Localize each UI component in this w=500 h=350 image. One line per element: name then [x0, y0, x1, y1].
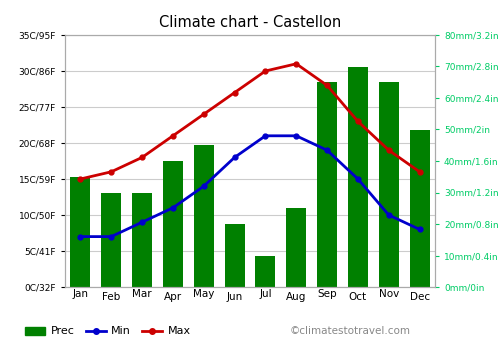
Bar	[101, 193, 121, 287]
Text: Dec: Dec	[410, 292, 430, 302]
Text: Jan: Jan	[72, 289, 88, 299]
Legend: Prec, Min, Max: Prec, Min, Max	[20, 322, 195, 341]
Text: Oct: Oct	[349, 292, 367, 302]
Bar	[194, 145, 214, 287]
Bar	[348, 66, 368, 287]
Bar	[286, 208, 306, 287]
Text: Feb: Feb	[102, 292, 120, 302]
Text: Jul: Jul	[259, 289, 272, 299]
Bar	[224, 224, 244, 287]
Bar	[132, 193, 152, 287]
Text: Apr: Apr	[164, 292, 182, 302]
Bar	[317, 82, 337, 287]
Bar	[70, 177, 90, 287]
Text: Mar: Mar	[132, 289, 152, 299]
Bar	[163, 161, 183, 287]
Bar	[378, 82, 399, 287]
Text: Jun: Jun	[226, 292, 242, 302]
Text: ©climatestotravel.com: ©climatestotravel.com	[290, 326, 411, 336]
Text: Nov: Nov	[378, 289, 399, 299]
Title: Climate chart - Castellon: Climate chart - Castellon	[159, 15, 341, 30]
Text: Sep: Sep	[318, 289, 337, 299]
Bar	[410, 130, 430, 287]
Bar	[256, 256, 276, 287]
Text: May: May	[193, 289, 214, 299]
Text: Aug: Aug	[286, 292, 306, 302]
